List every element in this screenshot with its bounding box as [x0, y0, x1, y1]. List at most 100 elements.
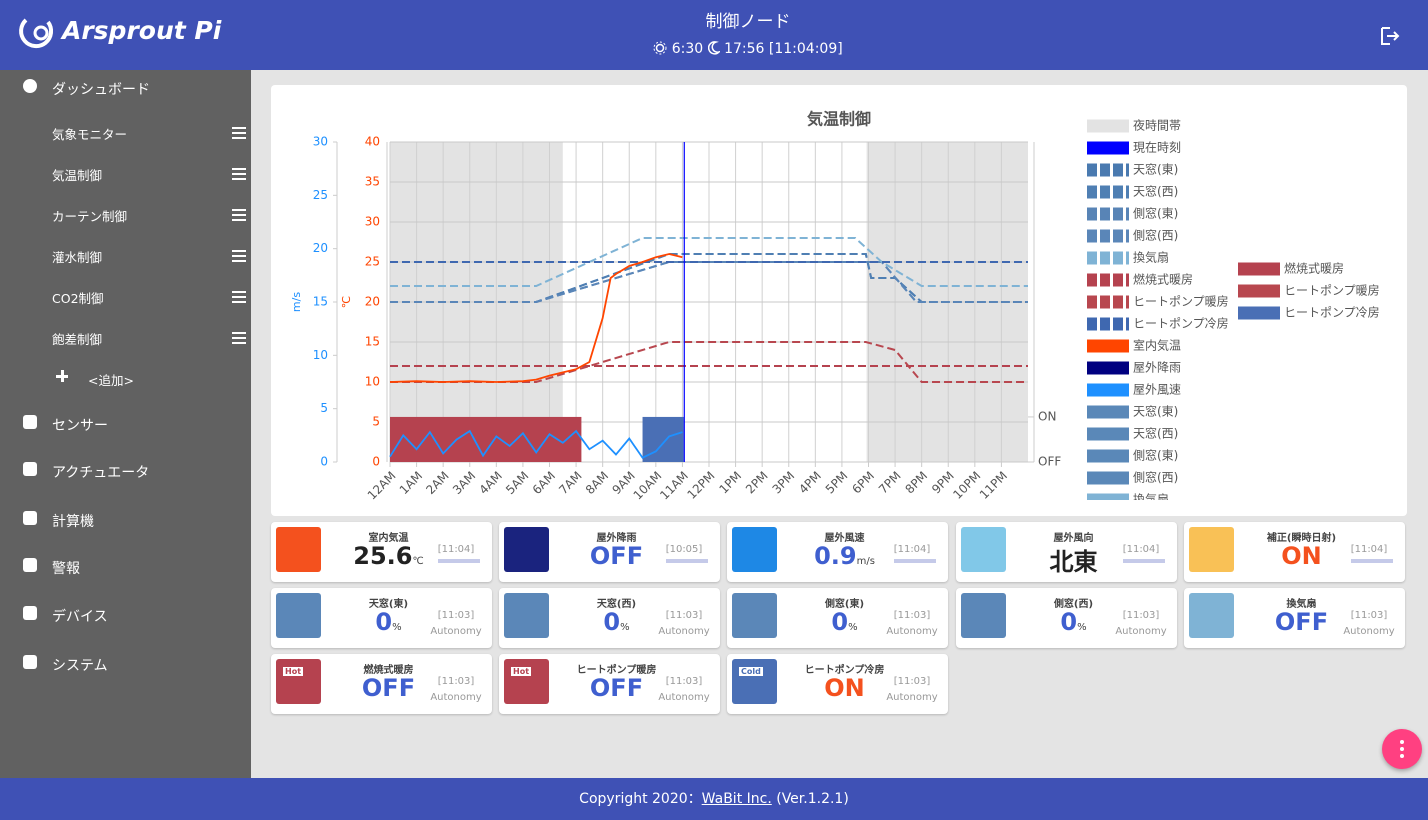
status-card[interactable]: Cold ヒートポンプ冷房 ON [11:03] Autonomy: [727, 654, 948, 714]
nav-dashboard[interactable]: ダッシュボード: [52, 82, 150, 98]
page-menu[interactable]: [232, 168, 246, 180]
status-card[interactable]: 側窓(西) 0% [11:03] Autonomy: [956, 588, 1177, 648]
y-tick-label: 10: [365, 375, 380, 389]
status-card[interactable]: 天窓(西) 0% [11:03] Autonomy: [499, 588, 720, 648]
card-time: [11:03]: [1122, 610, 1160, 621]
y2-tick-label: 20: [313, 241, 328, 255]
card-bar: [894, 559, 936, 563]
card-mode: Autonomy: [1343, 626, 1395, 637]
y2-tick-label: 0: [320, 455, 328, 469]
card-title: 室内気温: [368, 533, 409, 544]
company-link[interactable]: WaBit Inc.: [701, 791, 772, 807]
status-card[interactable]: 補正(瞬時日射) ON [11:04]: [1184, 522, 1405, 582]
page-menu[interactable]: [232, 250, 246, 262]
nav-item[interactable]: デバイス: [52, 609, 108, 625]
y-tick-label: 25: [365, 255, 380, 269]
legend-swatch: [1087, 141, 1129, 155]
card-mode: Autonomy: [1115, 626, 1167, 637]
x-tick-label: 5AM: [503, 469, 531, 497]
card-bar: [666, 559, 708, 563]
legend-label: 屋外風速: [1133, 383, 1181, 397]
x-tick-label: 12PM: [684, 469, 717, 502]
status-card[interactable]: 天窓(東) 0% [11:03] Autonomy: [271, 588, 492, 648]
card-icon: [732, 527, 777, 572]
card-unit: %: [620, 622, 630, 633]
page-menu[interactable]: [232, 291, 246, 303]
status-card[interactable]: 側窓(東) 0% [11:03] Autonomy: [727, 588, 948, 648]
card-time: [11:03]: [665, 676, 703, 687]
icon-text: Hot: [511, 667, 532, 676]
status-card[interactable]: 換気扇 OFF [11:03] Autonomy: [1184, 588, 1405, 648]
status-card[interactable]: 屋外風向 北東 [11:04]: [956, 522, 1177, 582]
card-time: [11:03]: [437, 676, 475, 687]
x-tick-label: 12AM: [365, 469, 399, 503]
card-icon: [961, 527, 1006, 572]
card-value-box: OFF: [321, 674, 456, 702]
status-card[interactable]: Hot 燃焼式暖房 OFF [11:03] Autonomy: [271, 654, 492, 714]
card-title: 天窓(西): [596, 599, 637, 610]
sidebar-icon: [23, 415, 37, 429]
x-tick-label: 2AM: [423, 469, 451, 497]
card-value-box: 0.9m/s: [777, 542, 912, 570]
x-tick-label: 11AM: [657, 469, 691, 503]
brand[interactable]: Arsprout Pi: [62, 16, 222, 45]
card-mode: Autonomy: [886, 692, 938, 703]
nav-page[interactable]: 気象モニター: [52, 127, 128, 142]
legend-swatch: [1087, 493, 1129, 500]
card-value-box: OFF: [1234, 608, 1369, 636]
card-unit: ℃: [412, 556, 424, 567]
y-tick-label: 35: [365, 175, 380, 189]
nav-page[interactable]: 灌水制御: [52, 250, 103, 265]
nav-item[interactable]: アクチュエータ: [52, 465, 150, 481]
x-tick-label: 3AM: [450, 469, 478, 497]
status-card[interactable]: Hot ヒートポンプ暖房 OFF [11:03] Autonomy: [499, 654, 720, 714]
status-card[interactable]: 屋外風速 0.9m/s [11:04]: [727, 522, 948, 582]
y-axis-title: ℃: [340, 296, 353, 308]
y2-axis-title: m/s: [290, 292, 303, 312]
x-tick-label: 3PM: [770, 469, 798, 497]
y-tick-label: 15: [365, 335, 380, 349]
card-value-box: 0%: [777, 608, 912, 636]
icon-text: Cold: [739, 667, 763, 676]
nav-add[interactable]: <追加>: [88, 373, 134, 388]
card-bar: [1351, 559, 1393, 563]
status-card[interactable]: 室内気温 25.6℃ [11:04]: [271, 522, 492, 582]
header: Arsprout Pi 制御ノード 6:30 17:56 [11:04:09]: [0, 0, 1428, 70]
x-tick-label: 1AM: [397, 469, 425, 497]
chart-title: 気温制御: [807, 110, 871, 129]
card-icon: Cold: [732, 659, 777, 704]
footer: Copyright 2020：WaBit Inc. (Ver.1.2.1): [0, 778, 1428, 820]
page-menu[interactable]: [232, 127, 246, 139]
y2-tick-label: 10: [313, 348, 328, 362]
moon-icon: [707, 41, 722, 55]
legend-label: 天窓(東): [1133, 162, 1178, 177]
card-mode: Autonomy: [430, 626, 482, 637]
nav-item[interactable]: システム: [52, 658, 108, 674]
page-menu[interactable]: [232, 209, 246, 221]
sun-times: 6:30 17:56 [11:04:09]: [0, 41, 1428, 57]
card-value: OFF: [589, 674, 644, 702]
logout-button[interactable]: [1380, 26, 1402, 46]
card-value: OFF: [589, 542, 644, 570]
card-icon: [1189, 593, 1234, 638]
status-card[interactable]: 屋外降雨 OFF [10:05]: [499, 522, 720, 582]
nav-page[interactable]: 気温制御: [52, 168, 103, 183]
legend-label: 燃焼式暖房: [1284, 261, 1344, 276]
x-tick-label: 2PM: [743, 469, 771, 497]
card-time: [11:03]: [1350, 610, 1388, 621]
nav-page[interactable]: 飽差制御: [52, 332, 103, 347]
legend-label: 側窓(西): [1133, 228, 1178, 243]
nav-item[interactable]: 計算機: [52, 514, 94, 530]
nav-page[interactable]: カーテン制御: [52, 209, 128, 224]
x-tick-label: 5PM: [823, 469, 851, 497]
legend-swatch: [1087, 449, 1129, 463]
nav-item[interactable]: センサー: [52, 418, 108, 434]
legend-label: 換気扇: [1133, 492, 1169, 507]
page-menu[interactable]: [232, 332, 246, 344]
fab-menu[interactable]: [1382, 729, 1422, 769]
y-tick-label: 30: [365, 215, 380, 229]
card-unit: %: [392, 622, 402, 633]
x-tick-label: 4PM: [796, 469, 824, 497]
nav-item[interactable]: 警報: [52, 561, 80, 577]
nav-page[interactable]: CO2制御: [52, 291, 104, 306]
